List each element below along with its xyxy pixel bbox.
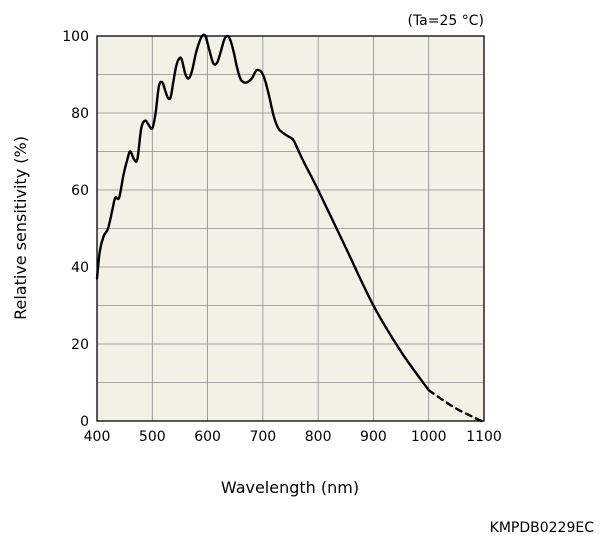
x-tick-label: 400 bbox=[84, 429, 111, 445]
y-axis-title: Relative sensitivity (%) bbox=[11, 136, 30, 320]
y-tick-label: 100 bbox=[62, 29, 89, 45]
x-tick-label: 700 bbox=[249, 429, 276, 445]
x-tick-labels: 400 500 600 700 800 900 1000 1100 bbox=[84, 429, 502, 445]
y-tick-label: 80 bbox=[71, 106, 89, 122]
x-tick-label: 900 bbox=[360, 429, 387, 445]
x-tick-label: 1000 bbox=[411, 429, 447, 445]
y-tick-label: 0 bbox=[80, 414, 89, 430]
x-tick-label: 500 bbox=[139, 429, 166, 445]
plot-frame bbox=[96, 35, 485, 422]
y-tick-labels: 0 20 40 60 80 100 bbox=[62, 29, 89, 430]
y-tick-label: 20 bbox=[71, 337, 89, 353]
x-tick-label: 800 bbox=[305, 429, 332, 445]
y-tick-label: 40 bbox=[71, 260, 89, 276]
x-tick-label: 600 bbox=[194, 429, 221, 445]
condition-label: (Ta=25 °C) bbox=[407, 13, 484, 29]
grid bbox=[97, 36, 484, 421]
y-tick-label: 60 bbox=[71, 183, 89, 199]
x-axis-title: Wavelength (nm) bbox=[221, 478, 359, 497]
x-tick-label: 1100 bbox=[466, 429, 502, 445]
sensitivity-curve-dashed bbox=[427, 389, 483, 423]
footer-code: KMPDB0229EC bbox=[490, 520, 595, 536]
